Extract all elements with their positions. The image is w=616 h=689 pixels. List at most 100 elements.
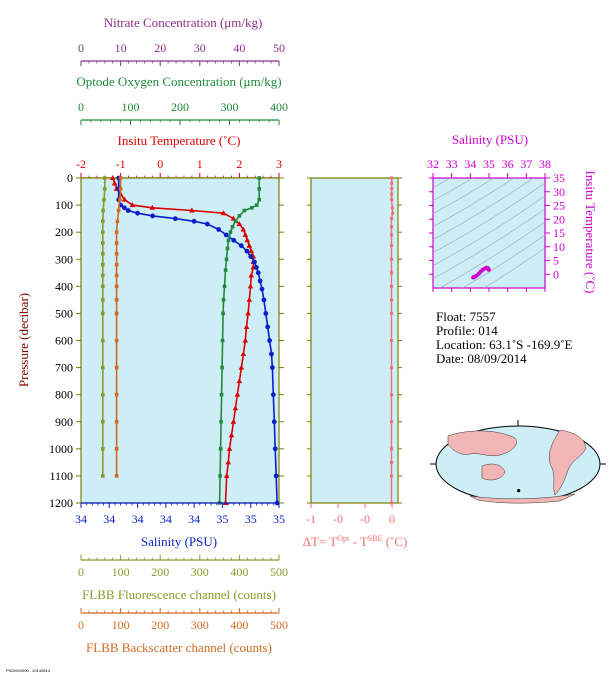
delta-t-point <box>390 225 394 229</box>
oxygen-axis: 0 100 200 300 400 <box>78 100 288 125</box>
fluorescence-axis-tick-label: 0 <box>78 565 84 579</box>
pressure-tick-label: 0 <box>67 171 73 185</box>
oxygen-point <box>242 208 247 213</box>
oxygen-point <box>254 203 259 207</box>
float-id: Float: 7557 <box>436 309 496 324</box>
salinity-point <box>257 278 263 284</box>
backscatter-point <box>115 219 120 224</box>
ts-y-tick-label: 10 <box>553 240 565 254</box>
oxygen-point <box>219 419 223 424</box>
oxygen-point <box>257 176 261 180</box>
fluorescence-point <box>102 197 106 202</box>
ts-y-tick-label: 15 <box>553 226 565 240</box>
ts-y-tick-label: 0 <box>553 267 559 281</box>
pressure-axis-label: Pressure (decibar) <box>16 293 31 387</box>
salinity-point <box>248 254 254 259</box>
oxygen-point <box>225 246 230 251</box>
oxygen-point <box>249 205 254 210</box>
fluorescence-axis: 0 100 200 300 400 500 <box>78 555 288 579</box>
delta-t-point <box>390 176 394 180</box>
delta-t-label-suffix: (˚C) <box>382 534 407 549</box>
delta-t-point <box>390 192 394 196</box>
temperature-point <box>230 215 237 221</box>
nitrate-axis-tick-label: 50 <box>273 41 285 55</box>
salinity-axis-tick-label: 34 <box>75 512 87 526</box>
delta-t-point <box>390 198 394 202</box>
delta-t-point <box>390 233 394 237</box>
ts-x-tick-label: 37 <box>520 157 532 171</box>
salinity-axis-tick-label: 34 <box>132 512 144 526</box>
nitrate-axis-label: Nitrate Concentration (μm/kg) <box>104 15 263 30</box>
delta-t-point <box>390 298 394 302</box>
delta-t-point <box>390 474 394 478</box>
temperature-point <box>246 296 253 302</box>
fluorescence-axis-label: FLBB Fluorescence channel (counts) <box>82 587 276 602</box>
oxygen-point <box>220 338 225 343</box>
salinity-point <box>265 324 271 330</box>
pressure-tick-label: 500 <box>55 306 73 320</box>
delta-t-point <box>391 211 395 215</box>
float-location-marker <box>517 489 521 493</box>
oxygen-point <box>218 447 223 451</box>
temperature-point <box>240 351 247 357</box>
oxygen-axis-tick-label: 300 <box>221 100 239 114</box>
world-map <box>430 420 606 504</box>
temperature-point <box>228 432 235 438</box>
ts-temperature-label: Insitu Temperature (˚C) <box>583 170 598 293</box>
delta-t-point <box>390 420 394 424</box>
backscatter-axis: 0 100 200 300 400 500 <box>78 608 288 632</box>
fluorescence-point <box>100 365 105 370</box>
fluorescence-point <box>100 252 105 256</box>
ts-y-tick-label: 25 <box>553 199 565 213</box>
nitrate-axis-tick-label: 40 <box>233 41 245 55</box>
map-land-antarctica <box>469 493 576 504</box>
fluorescence-point <box>100 447 105 451</box>
backscatter-point <box>114 241 119 245</box>
salinity-point <box>270 365 275 370</box>
backscatter-point <box>114 298 119 302</box>
fluorescence-point <box>100 419 105 424</box>
delta-t-point <box>390 311 394 315</box>
delta-t-point <box>390 366 394 370</box>
backscatter-axis-tick-label: 300 <box>191 618 209 632</box>
map-land-asia <box>447 430 517 457</box>
backscatter-point <box>114 474 119 478</box>
oxygen-point <box>221 311 225 316</box>
delta-t-point <box>390 206 394 210</box>
ts-density-contour <box>461 234 545 288</box>
ts-density-contour <box>433 182 545 253</box>
backscatter-point <box>114 447 119 451</box>
delta-t-point <box>390 181 394 185</box>
fluorescence-point <box>102 187 107 191</box>
delta-t-point <box>390 257 394 261</box>
ts-x-tick-label: 35 <box>483 157 495 171</box>
salinity-point <box>125 208 131 213</box>
backscatter-axis-tick-label: 400 <box>230 618 248 632</box>
oxygen-point <box>228 230 233 234</box>
ts-x-tick-label: 34 <box>464 157 476 171</box>
salinity-point <box>244 248 250 254</box>
temperature-point <box>121 196 128 202</box>
salinity-point <box>204 221 210 227</box>
fluorescence-point <box>100 284 105 289</box>
fluorescence-point <box>100 338 105 343</box>
delta-t-axis: -1 -0 -0 0 <box>306 177 402 526</box>
temperature-point <box>109 175 116 180</box>
salinity-point <box>259 286 265 292</box>
pressure-tick-label: 800 <box>55 388 73 402</box>
pressure-tick-label: 100 <box>55 198 73 212</box>
temperature-point <box>149 204 156 210</box>
salinity-point <box>191 218 197 224</box>
backscatter-point <box>114 252 119 256</box>
temperature-point <box>234 391 241 397</box>
temperature-point <box>111 180 118 186</box>
oxygen-axis-tick-label: 400 <box>270 100 288 114</box>
salinity-point <box>270 392 276 398</box>
map-land-americas <box>549 429 586 496</box>
pressure-tick-label: 1200 <box>49 496 73 510</box>
nitrate-axis-tick-label: 20 <box>154 41 166 55</box>
temperature-axis-tick-label: -1 <box>116 157 126 171</box>
temperature-point <box>226 445 233 451</box>
ts-density-contour <box>433 178 515 227</box>
oxygen-axis-tick-label: 200 <box>171 100 189 114</box>
